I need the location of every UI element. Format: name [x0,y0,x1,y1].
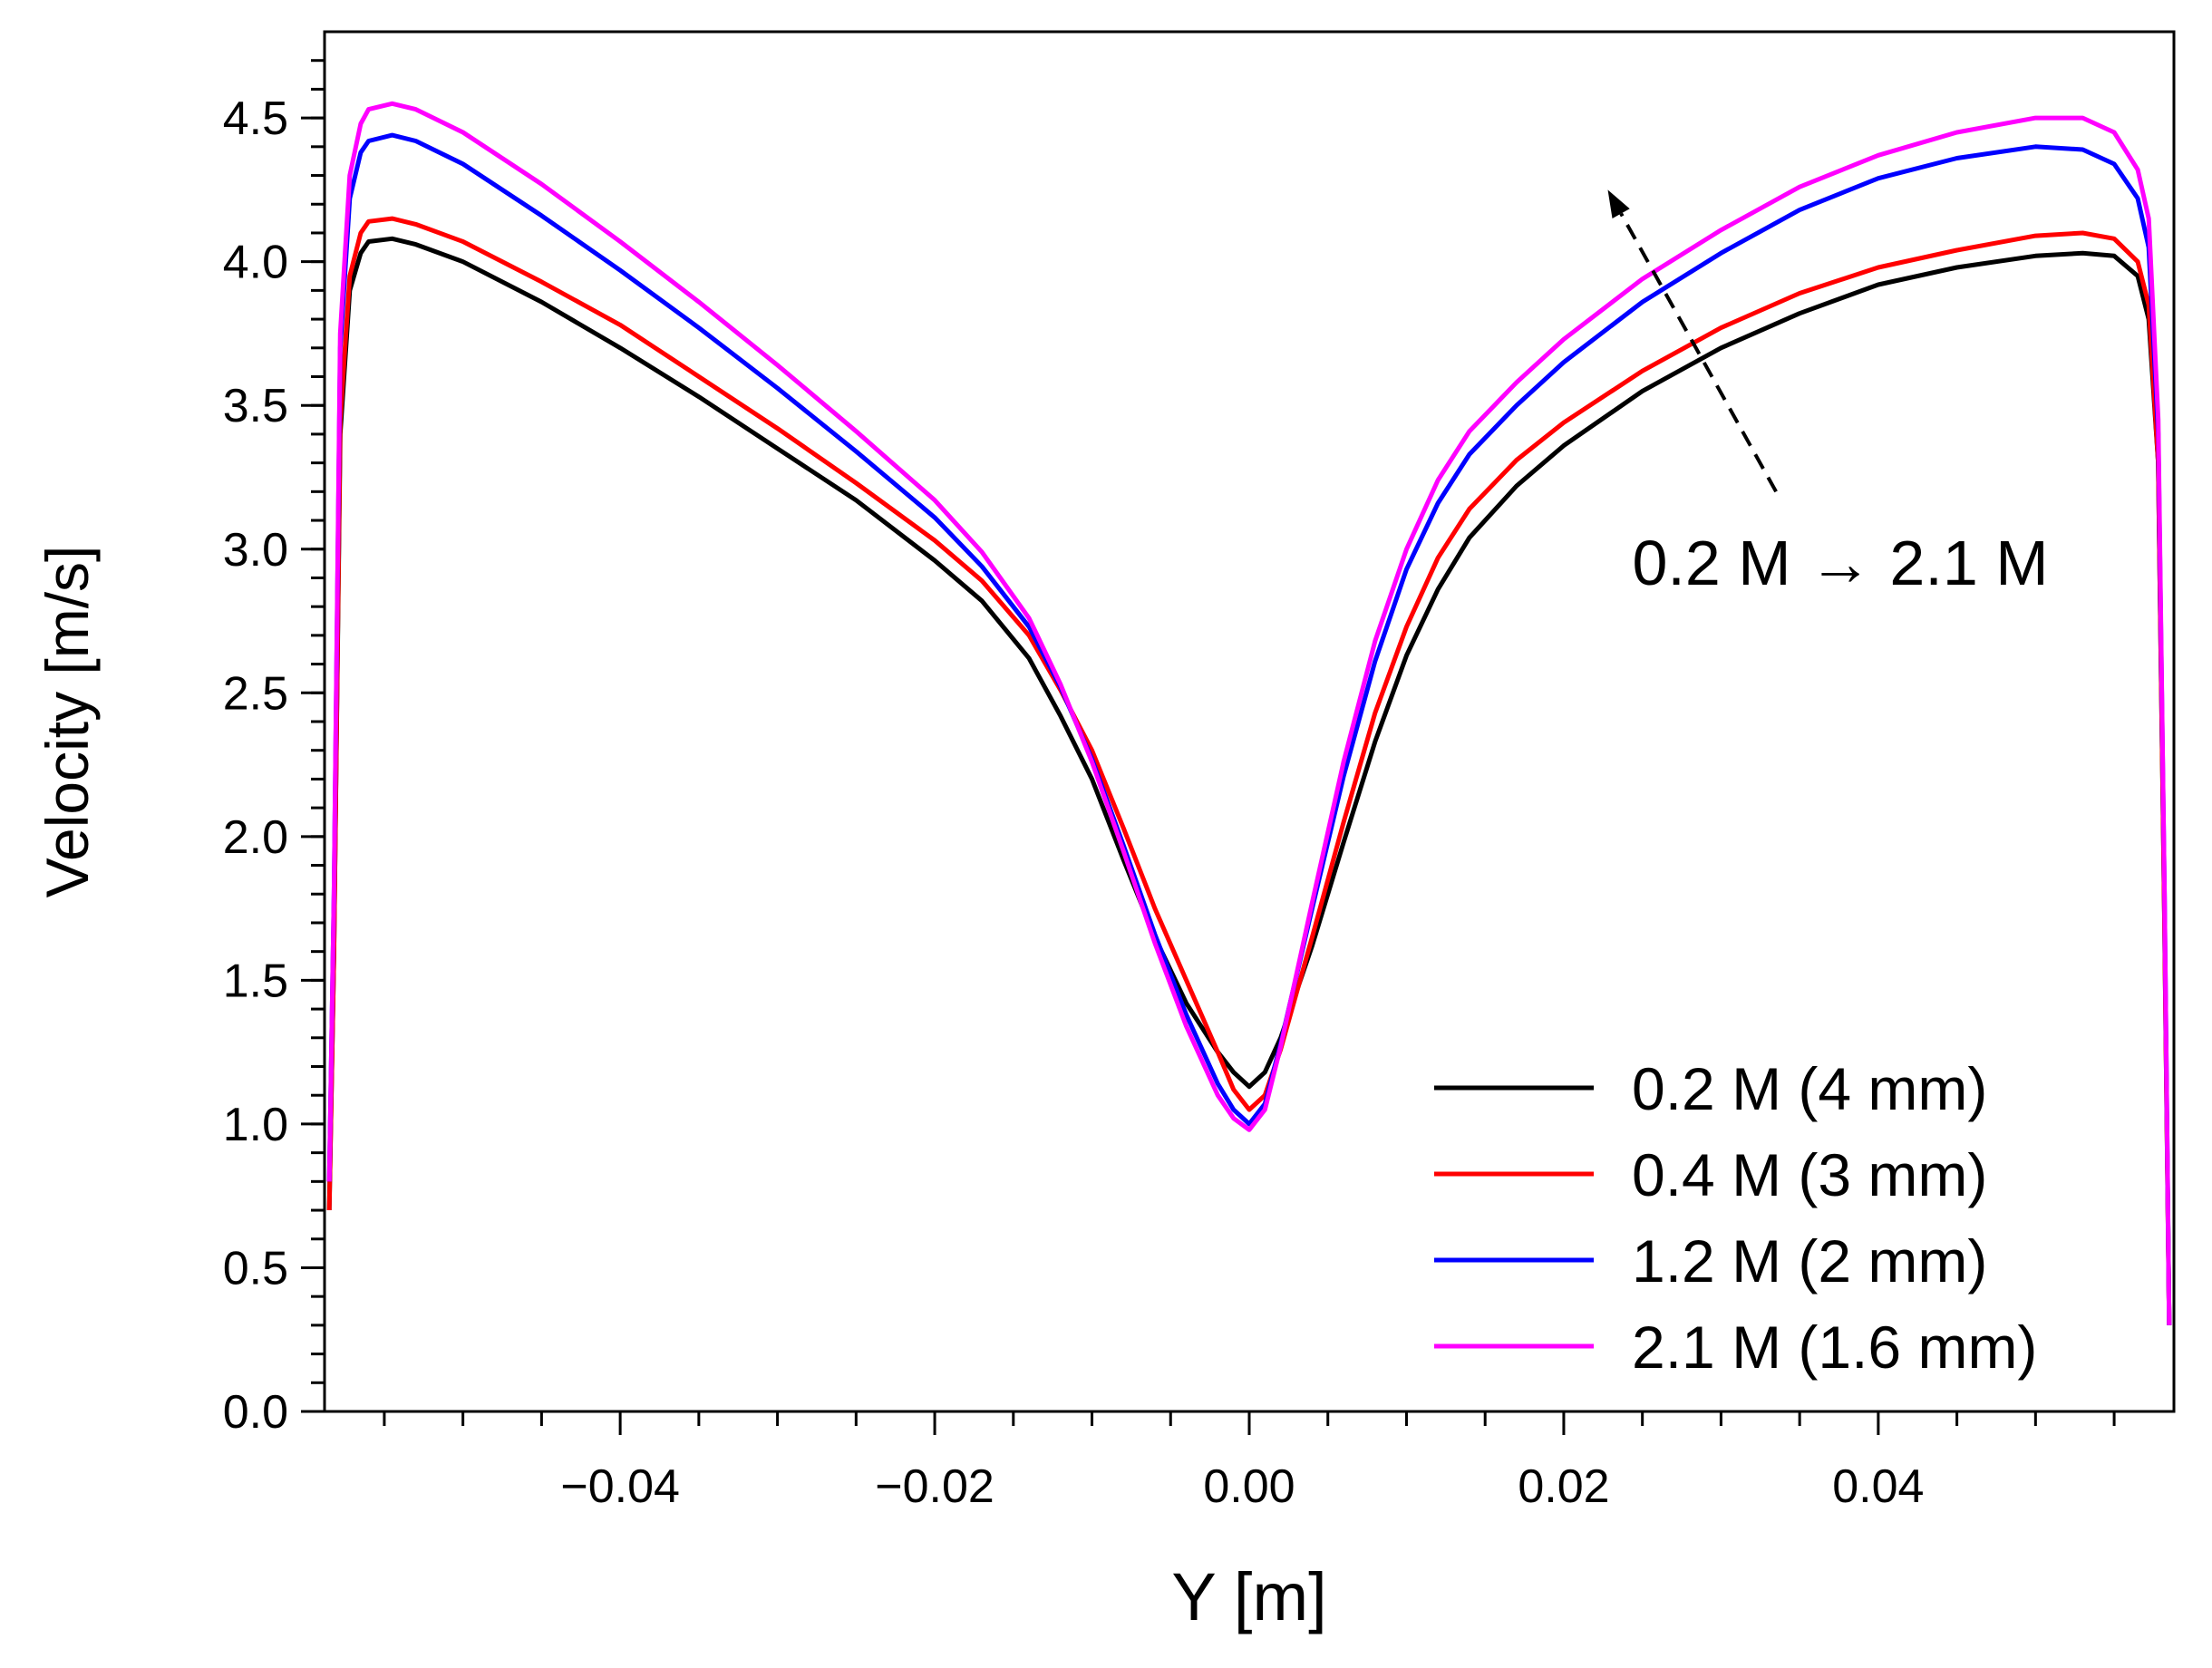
y-tick-label: 4.5 [223,92,288,145]
y-axis-label: Velocity [m/s] [34,546,101,898]
annotation: 0.2 M → 2.1 M [1607,189,2049,598]
y-tick-label: 0.5 [223,1242,288,1295]
x-axis-label: Y [m] [1171,1559,1326,1634]
x-tick-label: 0.00 [1203,1460,1295,1513]
y-tick-label: 0.0 [223,1386,288,1439]
x-tick-label: −0.02 [875,1460,994,1513]
legend-label: 0.2 M (4 mm) [1632,1055,1987,1122]
annotation-arrow-shaft [1619,212,1778,493]
legend-label: 0.4 M (3 mm) [1632,1141,1987,1208]
y-tick-label: 2.5 [223,667,288,720]
y-tick-label: 4.0 [223,237,288,289]
legend: 0.2 M (4 mm) 0.4 M (3 mm) 1.2 M (2 mm) 2.1 … [1434,1055,2037,1381]
series-line [326,101,2172,1325]
series-line [326,132,2172,1325]
y-tick-label: 3.0 [223,524,288,577]
legend-label: 2.1 M (1.6 mm) [1632,1314,2037,1381]
annotation-text: 0.2 M → 2.1 M [1632,528,2048,598]
y-tick-label: 1.0 [223,1099,288,1151]
y-tick-label: 2.0 [223,811,288,864]
x-tick-label: −0.04 [560,1460,680,1513]
annotation-arrow-head [1607,189,1630,218]
axis-ticks: −0.04 −0.02 0.00 0.02 0.04 0.0 0.5 1.0 1.5 2.0 2.5… [223,59,2116,1513]
legend-label: 1.2 M (2 mm) [1632,1227,1987,1295]
series-lines [326,101,2172,1325]
plot-frame [323,30,2176,1413]
series-line [326,216,2172,1325]
y-tick-label: 3.5 [223,380,288,432]
x-tick-label: 0.02 [1518,1460,1609,1513]
x-tick-label: 0.04 [1832,1460,1924,1513]
series-line [326,236,2172,1325]
y-tick-label: 1.5 [223,955,288,1007]
